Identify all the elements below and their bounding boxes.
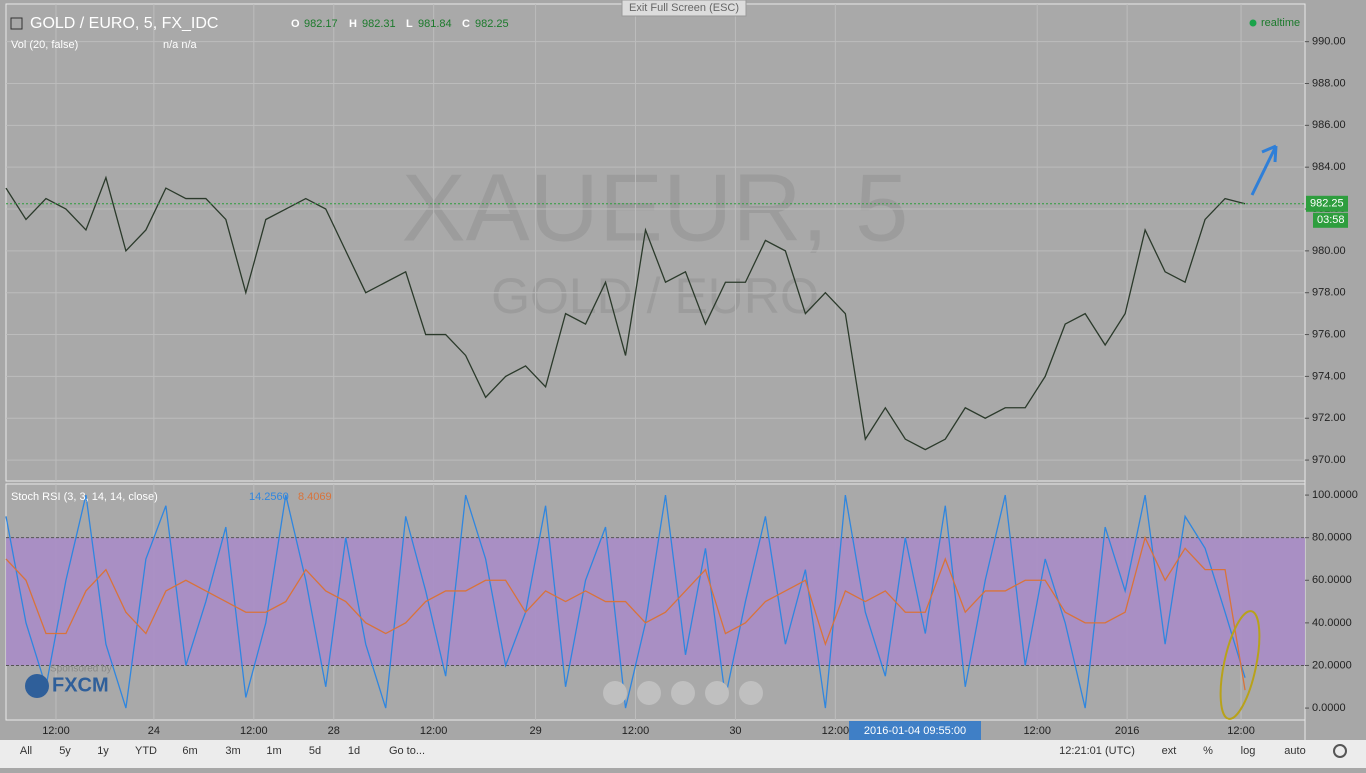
y-tick-label: 978.00 — [1312, 287, 1346, 299]
stoch-k: 14.2560 — [249, 491, 289, 503]
range-button[interactable]: 1m — [266, 745, 281, 757]
toolbar — [0, 740, 1366, 768]
c-label: C — [462, 18, 470, 30]
y-tick-label: 974.00 — [1312, 370, 1346, 382]
y-tick-label: 970.00 — [1312, 454, 1346, 466]
option-button[interactable]: ext — [1162, 745, 1177, 757]
y-tick-label: 972.00 — [1312, 412, 1346, 424]
exit-button[interactable] — [621, 0, 747, 17]
range-button[interactable]: YTD — [135, 745, 157, 757]
zoom-in[interactable] — [705, 681, 729, 705]
stoch-legend[interactable]: Stoch RSI (3, 3, 14, 14, close) — [11, 491, 158, 503]
option-button[interactable]: auto — [1284, 745, 1305, 757]
o-label: O — [291, 18, 300, 30]
nav-left[interactable] — [603, 681, 627, 705]
ellipse-annotation — [1219, 610, 1261, 720]
option-button[interactable]: log — [1241, 745, 1256, 757]
x-tick-label: 12:00 — [240, 725, 268, 737]
y-tick-label: 40.0000 — [1312, 617, 1352, 629]
zoom-out[interactable] — [637, 681, 661, 705]
series-line — [5, 535, 1246, 691]
crosshair-box — [849, 721, 981, 740]
reset[interactable] — [671, 681, 695, 705]
range-button[interactable]: All — [20, 745, 32, 757]
x-tick-label: 29 — [529, 725, 541, 737]
nav-right[interactable] — [739, 681, 763, 705]
y-tick-label: 20.0000 — [1312, 659, 1352, 671]
h-value: 982.31 — [362, 18, 396, 30]
range-button[interactable]: 1y — [97, 745, 109, 757]
y-tick-label: 80.0000 — [1312, 532, 1352, 544]
arrow-annotation — [1250, 144, 1278, 196]
x-tick-label: 12:00 — [1023, 725, 1051, 737]
y-tick-label: 60.0000 — [1312, 574, 1352, 586]
sponsor: FXCM — [52, 674, 109, 696]
y-tick-label: 100.0000 — [1312, 489, 1358, 501]
y-tick-label: 990.00 — [1312, 36, 1346, 48]
stoch-d: 8.4069 — [298, 491, 332, 503]
range-button[interactable]: Go to... — [389, 745, 425, 757]
realtime: realtime — [1261, 17, 1300, 29]
x-tick-label: 12:00 — [42, 725, 70, 737]
range-button[interactable]: 6m — [182, 745, 197, 757]
clock: 12:21:01 (UTC) — [1059, 745, 1135, 757]
last-price-label: 982.25 — [1310, 198, 1344, 210]
c-value: 982.25 — [475, 18, 509, 30]
option-button[interactable]: % — [1203, 745, 1213, 757]
exit-text[interactable]: Exit Full Screen (ESC) — [629, 2, 739, 14]
last-price-box — [1306, 195, 1348, 212]
y-tick-label: 988.00 — [1312, 77, 1346, 89]
y-tick-label: 986.00 — [1312, 119, 1346, 131]
h-label: H — [349, 18, 357, 30]
x-tick-label: 24 — [148, 725, 160, 737]
plot-layer — [5, 4, 1309, 720]
x-tick-label: 30 — [729, 725, 741, 737]
settings-icon[interactable] — [1333, 744, 1347, 758]
series-line — [5, 494, 1246, 709]
watermark-sub: GOLD / EURO — [491, 268, 819, 324]
y-tick-label: 980.00 — [1312, 245, 1346, 257]
y-tick-label: 0.0000 — [1312, 702, 1346, 714]
crosshair-label: 2016-01-04 09:55:00 — [864, 725, 966, 737]
range-button[interactable]: 5d — [309, 745, 321, 757]
vol-legend[interactable]: Vol (20, false) — [11, 39, 78, 51]
o-value: 982.17 — [304, 18, 338, 30]
x-tick-label: 12:00 — [822, 725, 850, 737]
x-tick-label: 12:00 — [420, 725, 448, 737]
x-tick-label: 12:00 — [1227, 725, 1255, 737]
x-tick-label: 12:00 — [622, 725, 650, 737]
fxcm-logo — [25, 674, 49, 698]
vol-values: n/a n/a — [163, 39, 198, 51]
series-line — [5, 175, 1246, 451]
y-tick-label: 976.00 — [1312, 328, 1346, 340]
realtime-dot — [1249, 19, 1257, 27]
sponsored: Sponsored by — [50, 664, 112, 675]
y-tick-label: 984.00 — [1312, 161, 1346, 173]
x-tick-label: 28 — [328, 725, 340, 737]
collapse-icon[interactable] — [10, 17, 23, 30]
range-button[interactable]: 1d — [348, 745, 360, 757]
countdown-box — [1313, 212, 1348, 228]
watermark: XAUEUR, 5 — [402, 154, 909, 261]
nav-buttons — [603, 681, 763, 705]
l-label: L — [406, 18, 413, 30]
symbol[interactable]: GOLD / EURO, 5, FX_IDC — [30, 15, 218, 32]
range-button[interactable]: 3m — [225, 745, 240, 757]
countdown: 03:58 — [1317, 214, 1345, 226]
toolbar-items: All 5y 1y YTD 6m 3m 1m 5d 1d Go to... 12:21:01 (UT… — [20, 744, 1347, 758]
l-value: 981.84 — [418, 18, 452, 30]
x-tick-label: 2016 — [1115, 725, 1139, 737]
range-button[interactable]: 5y — [59, 745, 71, 757]
